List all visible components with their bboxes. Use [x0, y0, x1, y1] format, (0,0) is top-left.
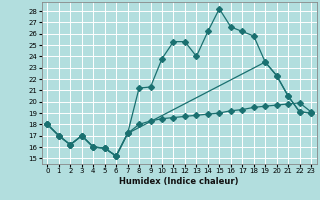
X-axis label: Humidex (Indice chaleur): Humidex (Indice chaleur)	[119, 177, 239, 186]
